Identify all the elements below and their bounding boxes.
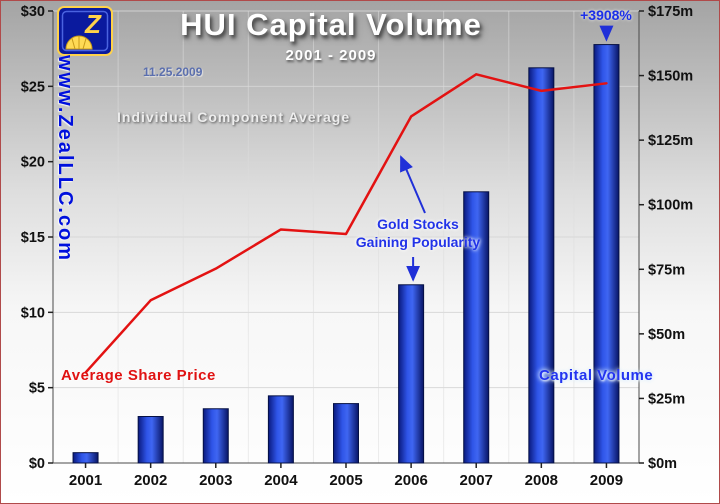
capital-volume-bar (267, 395, 294, 464)
x-axis-label: 2003 (199, 472, 232, 489)
right-axis-label: $50m (648, 327, 685, 343)
x-axis-label: 2006 (394, 472, 427, 489)
capital-volume-bar (202, 408, 229, 464)
capital-volume-series-label: Capital Volume (539, 367, 654, 384)
x-axis-label: 2004 (264, 472, 298, 489)
component-average-note: Individual Component Average (117, 109, 351, 125)
capital-volume-bar (593, 44, 620, 464)
x-axis-label: 2008 (525, 472, 558, 489)
gold-stocks-line2: Gaining Popularity (355, 234, 481, 250)
left-axis-label: $20 (21, 155, 45, 171)
x-axis-label: 2007 (460, 472, 493, 489)
gold-stocks-annotation: Gold Stocks Gaining Popularity (328, 215, 508, 251)
gold-stocks-line-arrow (400, 155, 426, 214)
x-axis-label: 2001 (69, 472, 102, 489)
left-axis-label: $25 (21, 79, 45, 95)
x-axis-label: 2009 (590, 472, 623, 489)
capital-volume-bar (398, 284, 425, 464)
right-axis-label: $125m (648, 133, 693, 149)
right-axis-label: $25m (648, 391, 685, 407)
left-axis-label: $10 (21, 305, 45, 321)
right-axis-label: $75m (648, 262, 685, 278)
left-axis-label: $30 (21, 4, 45, 20)
right-axis-label: $100m (648, 198, 693, 214)
chart-date: 11.25.2009 (143, 65, 203, 79)
capital-volume-bar (72, 452, 99, 464)
chart-subtitle: 2001 - 2009 (285, 47, 377, 64)
zeal-watermark: www.ZealLLC.com (54, 55, 76, 263)
right-axis-label: $150m (648, 69, 693, 85)
left-axis-label: $0 (29, 456, 45, 472)
share-price-line (84, 73, 608, 374)
capital-volume-bar (137, 416, 164, 464)
x-axis-label: 2002 (134, 472, 167, 489)
gain-annotation: +3908% (580, 7, 632, 23)
zeal-logo: Z (57, 6, 113, 56)
x-axis-label: 2005 (329, 472, 362, 489)
capital-volume-bar (463, 191, 490, 464)
gold-stocks-line1: Gold Stocks (377, 216, 459, 232)
right-axis-label: $0m (648, 456, 677, 472)
capital-volume-bar (528, 67, 555, 464)
capital-volume-bar (333, 403, 359, 464)
svg-text:Z: Z (84, 9, 102, 39)
share-price-series-label: Average Share Price (61, 367, 216, 384)
left-axis-label: $15 (21, 230, 45, 246)
left-axis-label: $5 (29, 381, 45, 397)
chart-title: HUI Capital Volume (180, 7, 482, 42)
zeal-logo-image: Z (57, 6, 113, 56)
right-axis-label: $175m (648, 4, 693, 20)
